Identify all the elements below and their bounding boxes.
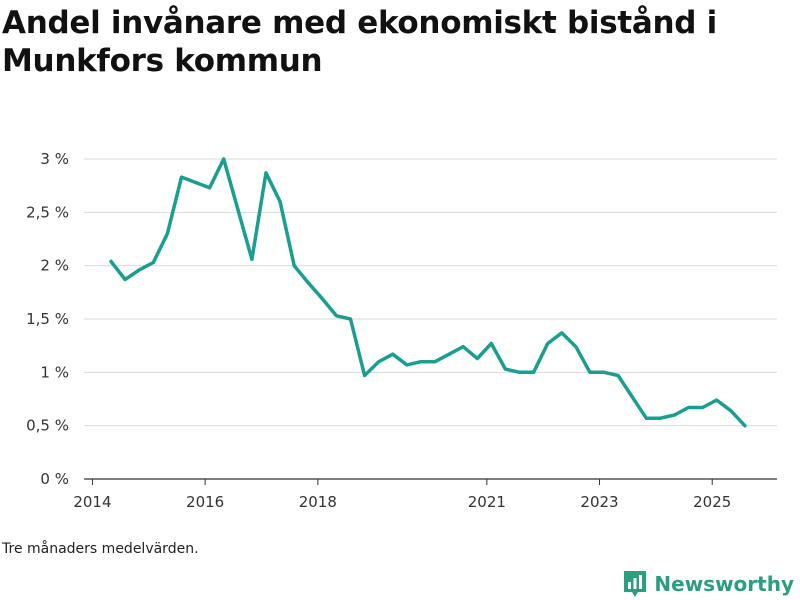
x-tick-label: 2014: [73, 493, 111, 511]
data-point: [518, 370, 521, 374]
x-axis: [84, 478, 777, 485]
data-point: [109, 260, 113, 263]
y-tick-label: 1 %: [40, 363, 69, 381]
footnote: Tre månaders medelvärden.: [2, 541, 199, 557]
x-tick-label: 2016: [186, 493, 224, 511]
data-point: [208, 186, 212, 190]
data-point: [377, 360, 381, 364]
data-point: [687, 406, 690, 409]
data-point: [715, 398, 719, 402]
grid-lines: [84, 158, 777, 427]
x-tick-label: 2025: [693, 493, 731, 511]
data-point: [292, 264, 296, 268]
data-point: [165, 232, 169, 236]
data-point: [475, 357, 479, 360]
data-point: [419, 360, 423, 364]
y-tick-label: 0 %: [40, 470, 69, 488]
data-point: [137, 268, 141, 272]
data-point: [743, 424, 747, 428]
data-point: [180, 175, 183, 179]
data-point: [588, 370, 592, 374]
data-point: [602, 370, 606, 374]
data-point: [335, 314, 338, 318]
data-point: [349, 317, 352, 321]
data-point: [644, 416, 648, 420]
data-point: [729, 409, 733, 413]
brand-logo: Newsworthy: [622, 568, 794, 600]
y-tick-label: 3 %: [40, 150, 69, 168]
data-point: [222, 157, 226, 161]
data-point: [433, 360, 437, 364]
data-point: [320, 297, 324, 301]
x-tick-label: 2021: [468, 493, 506, 511]
y-tick-label: 2,5 %: [26, 203, 69, 221]
data-point: [546, 342, 550, 345]
data-point: [151, 261, 155, 264]
newsworthy-logo-icon: [624, 571, 647, 597]
y-axis-tick-labels: 0 % 0,5 % 1 % 1,5 % 2 % 2,5 % 3 %: [26, 150, 69, 488]
data-point: [250, 257, 254, 261]
brand-name: Newsworthy: [654, 572, 794, 596]
data-point: [673, 413, 676, 417]
data-point: [363, 374, 366, 377]
y-tick-label: 1,5 %: [26, 310, 69, 328]
x-tick-label: 2023: [580, 493, 618, 511]
series-line: [109, 157, 747, 428]
data-point: [236, 207, 240, 211]
data-point: [658, 416, 662, 420]
y-tick-label: 2 %: [40, 257, 69, 275]
series-layer: [109, 157, 747, 428]
data-point: [278, 200, 282, 204]
data-point: [306, 281, 310, 285]
data-point: [391, 352, 395, 356]
data-point: [123, 278, 127, 281]
data-point: [489, 342, 493, 345]
data-point: [574, 345, 578, 349]
data-point: [701, 406, 705, 409]
data-point: [194, 181, 197, 184]
data-point: [532, 370, 536, 374]
data-point: [616, 374, 620, 377]
data-point: [405, 363, 409, 367]
data-point: [560, 331, 564, 335]
x-tick-label: 2018: [299, 493, 337, 511]
chart-title: Andel invånare med ekonomiskt bistånd i …: [2, 5, 717, 79]
x-axis-tick-labels: 2014 2016 2018 2021 2023 2025: [73, 493, 731, 511]
y-tick-label: 0,5 %: [26, 417, 69, 435]
data-point: [461, 345, 465, 349]
data-point: [504, 367, 507, 371]
data-point: [630, 395, 634, 399]
data-point: [264, 171, 268, 175]
data-point: [447, 352, 451, 356]
